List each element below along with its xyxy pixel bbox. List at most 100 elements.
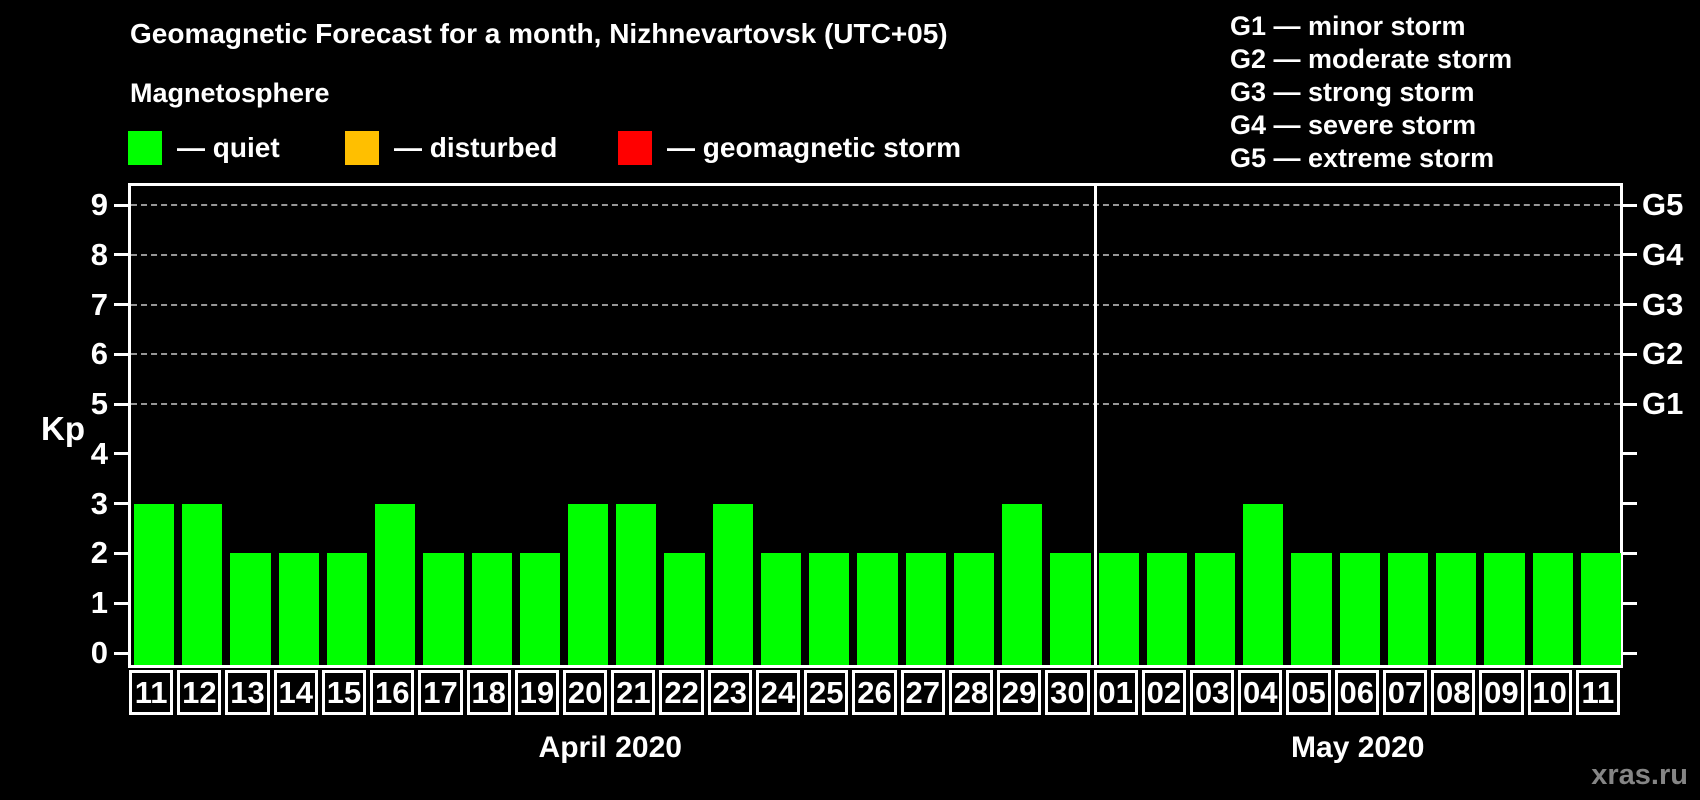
right-tick-kp0 — [1623, 651, 1637, 655]
day-label-cell: 10 — [1527, 670, 1572, 715]
storm-scale-line-g2: G2 — moderate storm — [1230, 44, 1513, 74]
left-tick-kp8 — [114, 253, 128, 257]
day-label-cell: 16 — [370, 670, 415, 715]
kp-bar-day-22 — [664, 553, 705, 665]
day-label-cell: 06 — [1334, 670, 1379, 715]
right-tick-kp4 — [1623, 452, 1637, 456]
left-tick-kp7 — [114, 303, 128, 307]
gridline-kp8 — [131, 253, 1620, 256]
kp-bar-day-06 — [1339, 553, 1380, 665]
y-axis-label-5: 5 — [90, 386, 108, 422]
day-label-cell: 23 — [707, 670, 752, 715]
kp-bar-day-27 — [905, 553, 946, 665]
y-axis-title: Kp — [41, 410, 85, 447]
geomagnetic-storm-color-swatch — [618, 131, 652, 165]
day-label-cell: 09 — [1479, 670, 1524, 715]
kp-bar-day-13 — [230, 553, 271, 665]
legend-label-disturbed: — disturbed — [394, 132, 558, 163]
left-tick-kp0 — [114, 651, 128, 655]
left-tick-kp9 — [114, 203, 128, 207]
right-axis-label-g2: G2 — [1642, 336, 1684, 372]
day-label-cell: 17 — [418, 670, 463, 715]
storm-scale-line-g5: G5 — extreme storm — [1230, 143, 1495, 173]
kp-bar-day-20 — [568, 503, 609, 665]
day-label-cell: 14 — [273, 670, 318, 715]
legend-item-geomagnetic-storm: — geomagnetic storm — [618, 131, 961, 165]
y-axis-label-3: 3 — [90, 485, 108, 521]
kp-bar-day-03 — [1194, 553, 1236, 665]
status-legend: — quiet — disturbed — geomagnetic storm — [0, 131, 1700, 169]
right-tick-kp3 — [1623, 502, 1637, 506]
day-label-cell: 03 — [1189, 670, 1235, 715]
disturbed-color-swatch — [345, 131, 379, 165]
kp-bar-day-11 — [134, 503, 175, 665]
storm-scale-line-g1: G1 — minor storm — [1230, 11, 1466, 41]
storm-scale-line-g4: G4 — severe storm — [1230, 110, 1477, 140]
right-tick-kp7 — [1623, 303, 1637, 307]
right-tick-kp6 — [1623, 352, 1637, 356]
right-axis-label-g4: G4 — [1642, 236, 1684, 272]
kp-bar-day-19 — [519, 553, 561, 665]
kp-bar-day-14 — [278, 553, 319, 665]
left-tick-kp1 — [114, 601, 128, 605]
storm-scale-line-g3: G3 — strong storm — [1230, 77, 1475, 107]
month-separator — [1094, 186, 1098, 665]
day-label-cell: 24 — [755, 670, 801, 715]
day-label-cell: 26 — [852, 670, 897, 715]
day-label-cell: 18 — [466, 670, 511, 715]
kp-bar-day-30 — [1050, 553, 1091, 665]
chart-title: Geomagnetic Forecast for a month, Nizhne… — [130, 18, 948, 49]
kp-bar-day-16 — [375, 503, 416, 665]
left-tick-kp3 — [114, 502, 128, 506]
right-tick-kp1 — [1623, 601, 1637, 605]
day-label-cell: 02 — [1141, 670, 1186, 715]
kp-bar-day-26 — [857, 553, 898, 665]
right-tick-kp8 — [1623, 253, 1637, 257]
left-tick-kp6 — [114, 352, 128, 356]
right-tick-kp5 — [1623, 402, 1637, 406]
day-label-cell: 11 — [129, 670, 174, 715]
day-label-cell: 11 — [1575, 670, 1620, 715]
kp-bar-day-25 — [809, 553, 850, 665]
day-label-cell: 12 — [177, 670, 222, 715]
right-axis-label-g3: G3 — [1642, 286, 1684, 322]
kp-bar-day-11 — [1580, 553, 1621, 665]
day-label-cell: 21 — [611, 670, 656, 715]
y-axis-label-4: 4 — [90, 435, 108, 471]
day-label-cell: 05 — [1286, 670, 1331, 715]
kp-bar-day-12 — [182, 503, 223, 665]
right-tick-kp2 — [1623, 551, 1637, 555]
kp-bar-day-28 — [953, 553, 995, 665]
kp-bar-day-05 — [1291, 553, 1332, 665]
day-label-cell: 29 — [997, 670, 1042, 715]
day-label-cell: 30 — [1045, 670, 1090, 715]
quiet-color-swatch — [128, 131, 162, 165]
gridline-kp6 — [131, 353, 1620, 356]
right-axis-label-g1: G1 — [1642, 386, 1684, 422]
kp-bar-day-09 — [1484, 553, 1525, 665]
storm-scale-legend: G1 — minor storm G2 — moderate storm G3 — … — [1230, 10, 1512, 175]
gridline-kp7 — [131, 303, 1620, 306]
legend-item-disturbed: — disturbed — [345, 131, 557, 165]
kp-bar-day-21 — [616, 503, 657, 665]
kp-bar-day-02 — [1146, 553, 1187, 665]
left-tick-kp4 — [114, 452, 128, 456]
day-label-cell: 19 — [514, 670, 560, 715]
kp-bar-day-10 — [1532, 553, 1573, 665]
day-label-cell: 28 — [948, 670, 994, 715]
y-axis-label-6: 6 — [90, 336, 108, 372]
y-axis-label-9: 9 — [90, 187, 108, 222]
kp-bar-day-08 — [1436, 553, 1477, 665]
day-label-cell: 08 — [1431, 670, 1476, 715]
legend-label-quiet: — quiet — [177, 132, 280, 163]
day-label-cell: 13 — [225, 670, 270, 715]
left-tick-kp2 — [114, 551, 128, 555]
day-label-cell: 04 — [1238, 670, 1283, 715]
right-axis-label-g5: G5 — [1642, 187, 1684, 222]
right-tick-kp9 — [1623, 203, 1637, 207]
day-label-cell: 25 — [804, 670, 849, 715]
day-label-cell: 20 — [563, 670, 608, 715]
plot-area: 0 1 2 3 4 5 6 7 8 9 G1 G2 G3 G4 G5 — [91, 183, 1683, 670]
y-axis-label-1: 1 — [90, 585, 108, 621]
